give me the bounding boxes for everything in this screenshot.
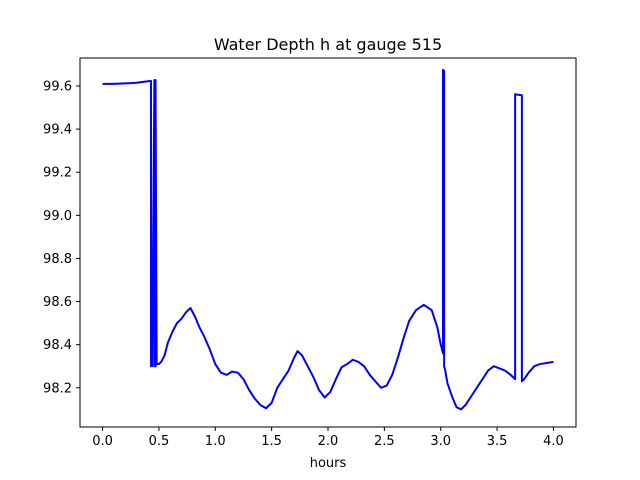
y-tick-label: 98.6 xyxy=(43,295,72,310)
x-tick-label: 2.0 xyxy=(318,434,339,449)
series-line-water-depth xyxy=(102,68,554,411)
x-tick-label: 0.0 xyxy=(92,434,113,449)
y-tick-label: 99.0 xyxy=(43,209,72,224)
y-tick-label: 98.2 xyxy=(43,381,72,396)
y-tick-label: 99.6 xyxy=(43,80,72,95)
y-tick-label: 98.4 xyxy=(43,338,72,353)
chart-title: Water Depth h at gauge 515 xyxy=(214,35,442,54)
y-axis-ticks: 98.2 98.4 98.6 98.8 99.0 99.2 99.4 99.6 xyxy=(43,80,80,396)
y-tick-label: 99.4 xyxy=(43,123,72,138)
x-tick-label: 1.5 xyxy=(261,434,282,449)
x-axis-ticks: 0.0 0.5 1.0 1.5 2.0 2.5 3.0 3.5 4.0 xyxy=(92,427,564,449)
x-tick-label: 3.5 xyxy=(487,434,508,449)
x-tick-label: 2.5 xyxy=(374,434,395,449)
x-tick-label: 4.0 xyxy=(543,434,564,449)
y-tick-label: 98.8 xyxy=(43,252,72,267)
y-tick-label: 99.2 xyxy=(43,166,72,181)
x-tick-label: 1.0 xyxy=(205,434,226,449)
x-tick-label: 3.0 xyxy=(430,434,451,449)
x-axis-label: hours xyxy=(310,456,347,471)
x-tick-label: 0.5 xyxy=(149,434,170,449)
